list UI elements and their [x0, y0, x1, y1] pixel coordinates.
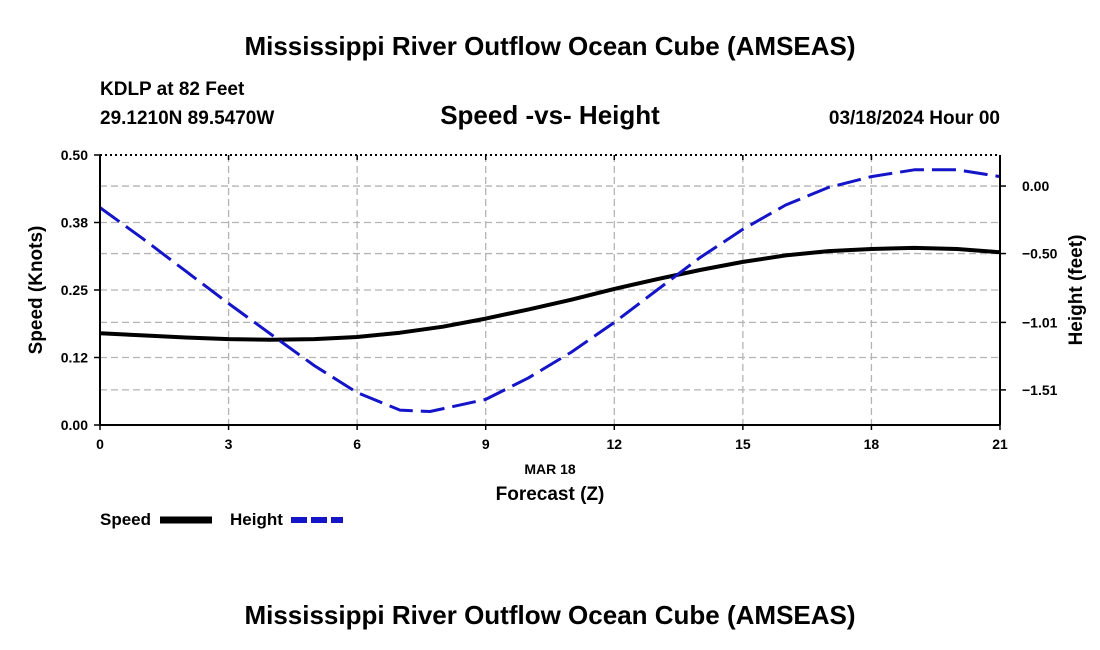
legend-height-label: Height	[230, 510, 283, 529]
y-tick-label: 0.38	[61, 215, 88, 231]
x-tick-label: 18	[864, 436, 880, 452]
y-tick-label: 0.12	[61, 350, 88, 366]
plot-lines	[99, 168, 1001, 413]
series-line-speed	[99, 245, 1001, 342]
x-tick-label: 15	[735, 436, 751, 452]
y-axis-label: Speed (Knots)	[26, 226, 47, 355]
grid	[100, 155, 1000, 425]
y2-tick-label: −1.51	[1022, 382, 1058, 398]
tick-labels: 0 3 6 9 12 15 18 21 0.00 0.12 0.25 0.38 0.50 0.00 −0.5…	[61, 147, 1058, 452]
y-tick-label: 0.50	[61, 147, 88, 163]
chart-title: Speed -vs- Height	[440, 100, 660, 130]
x-tick-label: 0	[96, 436, 104, 452]
x-tick-label: 3	[225, 436, 233, 452]
y-tick-label: 0.00	[61, 417, 88, 433]
forecast-datetime: 03/18/2024 Hour 00	[829, 108, 1000, 129]
y2-tick-label: −0.50	[1022, 246, 1058, 262]
y-tick-label: 0.25	[61, 282, 88, 298]
x-tick-label: 21	[992, 436, 1008, 452]
top-title: Mississippi River Outflow Ocean Cube (AM…	[244, 31, 855, 61]
series-line-height	[99, 168, 1001, 413]
y2-tick-label: −1.01	[1022, 314, 1058, 330]
legend: Speed Height	[100, 510, 343, 529]
legend-speed-label: Speed	[100, 510, 151, 529]
x-tick-label: 9	[482, 436, 490, 452]
bottom-title: Mississippi River Outflow Ocean Cube (AM…	[244, 600, 855, 630]
x-date-label: MAR 18	[524, 461, 576, 477]
x-axis-label: Forecast (Z)	[496, 484, 605, 505]
y2-tick-label: 0.00	[1022, 178, 1049, 194]
y2-axis-label: Height (feet)	[1066, 235, 1087, 346]
x-tick-label: 12	[606, 436, 622, 452]
station-label: KDLP at 82 Feet	[100, 79, 245, 100]
station-coords: 29.1210N 89.5470W	[100, 108, 274, 129]
x-tick-label: 6	[353, 436, 361, 452]
axes	[94, 154, 1006, 430]
